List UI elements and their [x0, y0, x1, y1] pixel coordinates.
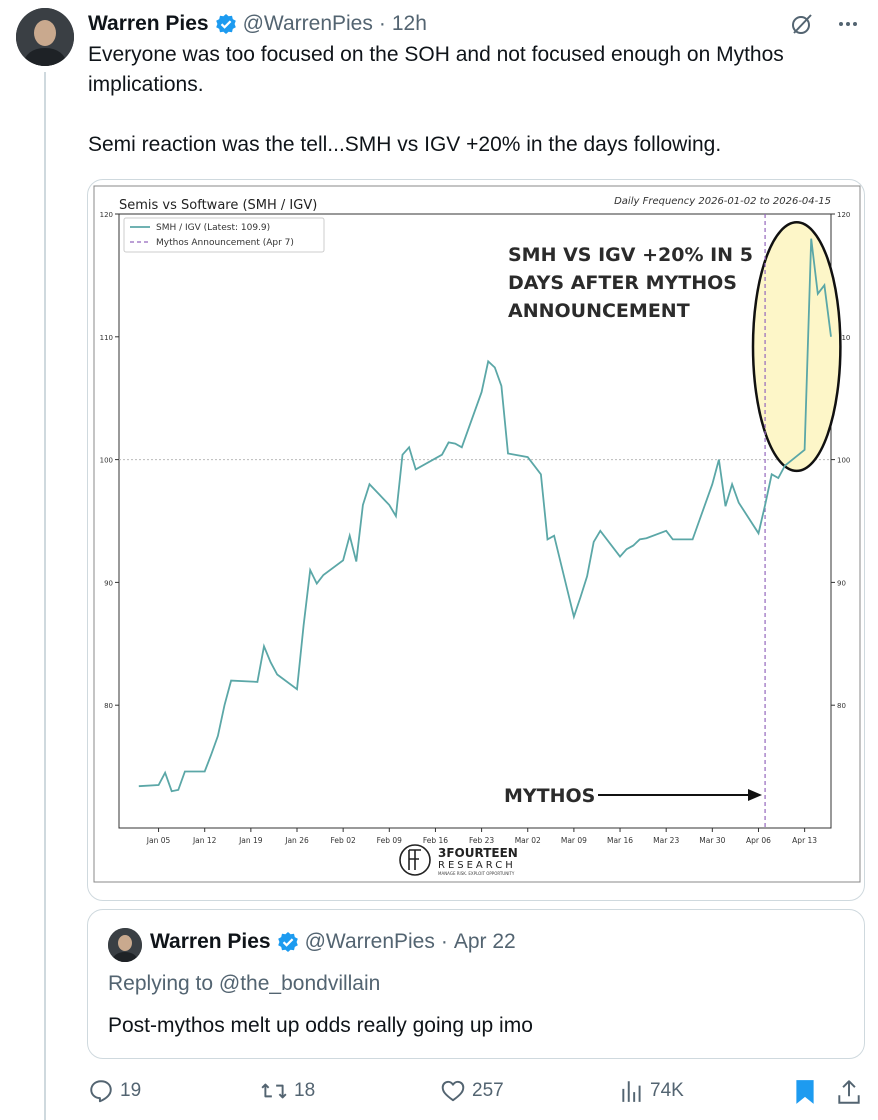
- share-icon: [838, 1080, 860, 1104]
- verified-badge-icon: [277, 931, 299, 953]
- x-tick-label: Feb 09: [377, 836, 402, 845]
- grok-icon[interactable]: [788, 10, 816, 38]
- avatar[interactable]: [16, 8, 74, 66]
- x-tick-label: Apr 13: [792, 836, 817, 845]
- quoted-time: Apr 22: [453, 930, 516, 953]
- chart: Semis vs Software (SMH / IGV) Daily Freq…: [93, 185, 861, 883]
- replying-to-prefix: Replying to: [108, 972, 214, 995]
- share-button[interactable]: [836, 1078, 862, 1106]
- action-bar: 19 18 257 74K: [88, 1078, 866, 1110]
- author-handle[interactable]: @WarrenPies: [242, 12, 373, 35]
- event-label: MYTHOS: [504, 785, 595, 807]
- media-image[interactable]: Semis vs Software (SMH / IGV) Daily Freq…: [87, 179, 865, 901]
- x-tick-label: Jan 12: [192, 836, 217, 845]
- replying-to-handle[interactable]: @the_bondvillain: [218, 972, 381, 995]
- reply-button[interactable]: 19: [88, 1078, 141, 1104]
- author-name[interactable]: Warren Pies: [88, 12, 209, 35]
- logo-sub: RESEARCH: [438, 860, 516, 871]
- x-tick-label: Jan 19: [238, 836, 263, 845]
- y-tick-label-right: 80: [837, 702, 846, 710]
- chart-title: Semis vs Software (SMH / IGV): [119, 198, 317, 213]
- separator-dot: ·: [440, 930, 448, 953]
- verified-badge-icon: [215, 13, 237, 35]
- highlight-ellipse: [751, 221, 842, 473]
- x-tick-label: Mar 02: [515, 836, 541, 845]
- plot-area: [118, 213, 832, 829]
- annotation-line: ANNOUNCEMENT: [508, 300, 690, 322]
- x-tick-label: Mar 16: [607, 836, 633, 845]
- repost-count: 18: [294, 1080, 316, 1101]
- x-tick-label: Mar 09: [561, 836, 587, 845]
- repost-button[interactable]: 18: [260, 1078, 315, 1104]
- thread-line: [44, 72, 46, 1120]
- bookmark-button[interactable]: [793, 1078, 817, 1106]
- more-icon[interactable]: [834, 10, 862, 38]
- quoted-author-name: Warren Pies: [150, 930, 271, 953]
- x-tick-label: Mar 23: [653, 836, 679, 845]
- y-tick-label-right: 100: [837, 457, 850, 465]
- annotation-text: SMH VS IGV +20% IN 5 DAYS AFTER MYTHOS A…: [508, 244, 753, 322]
- y-tick-label-left: 120: [100, 211, 113, 219]
- quoted-author-handle: @WarrenPies: [304, 930, 435, 953]
- y-tick-label-left: 90: [104, 579, 113, 587]
- separator-dot: ·: [378, 12, 386, 35]
- views-button[interactable]: 74K: [620, 1078, 684, 1104]
- logo-mark-glyph: [408, 849, 421, 870]
- like-button[interactable]: 257: [440, 1078, 504, 1104]
- chart-subtitle: Daily Frequency 2026-01-02 to 2026-04-15: [614, 196, 831, 207]
- x-tick-label: Feb 23: [469, 836, 494, 845]
- tweet-header: Warren Pies @WarrenPies · 12h: [88, 10, 427, 38]
- bookmark-icon: [796, 1080, 814, 1104]
- heart-icon: [441, 1080, 465, 1102]
- logo-name: 3FOURTEEN: [438, 846, 518, 860]
- legend-frame: [123, 217, 325, 253]
- legend-label-event: Mythos Announcement (Apr 7): [156, 238, 294, 248]
- y-tick-label-left: 100: [100, 457, 113, 465]
- y-tick-label-right: 90: [837, 579, 846, 587]
- repost-icon: [261, 1083, 287, 1099]
- y-tick-label-right: 120: [837, 211, 850, 219]
- x-tick-label: Feb 02: [331, 836, 356, 845]
- x-tick-label: Apr 06: [746, 836, 771, 845]
- y-tick-label-left: 80: [104, 702, 113, 710]
- reply-count: 19: [120, 1080, 142, 1101]
- event-arrow-head: [748, 789, 762, 801]
- y-tick-label-right: 110: [837, 334, 850, 342]
- views-icon: [622, 1081, 641, 1102]
- x-tick-label: Jan 26: [284, 836, 309, 845]
- chart-logo: 3FOURTEEN RESEARCH MANAGE RISK. EXPLOIT …: [399, 844, 518, 876]
- x-tick-label: Feb 16: [423, 836, 448, 845]
- tweet-text: Everyone was too focused on the SOH and …: [88, 40, 858, 160]
- annotation-line: DAYS AFTER MYTHOS: [508, 272, 737, 294]
- tweet-paragraph: Everyone was too focused on the SOH and …: [88, 43, 784, 96]
- legend-box: SMH / IGV (Latest: 109.9) Mythos Announc…: [123, 217, 325, 253]
- annotation-line: SMH VS IGV +20% IN 5: [508, 244, 753, 266]
- x-tick-label: Jan 05: [146, 836, 171, 845]
- legend-label-series: SMH / IGV (Latest: 109.9): [156, 223, 270, 233]
- quoted-tweet[interactable]: Warren Pies @WarrenPies · Apr 22 Replyin…: [87, 909, 865, 1059]
- tweet-time[interactable]: 12h: [391, 12, 427, 35]
- views-count: 74K: [650, 1080, 684, 1101]
- reply-icon: [90, 1080, 112, 1103]
- y-tick-label-left: 110: [100, 334, 113, 342]
- logo-tagline: MANAGE RISK. EXPLOIT OPPORTUNITY: [438, 871, 515, 876]
- quoted-header: Warren Pies @WarrenPies · Apr 22: [150, 930, 516, 954]
- replying-to: Replying to @the_bondvillain: [108, 972, 380, 996]
- series-line-smh-igv: [138, 238, 832, 793]
- like-count: 257: [472, 1080, 504, 1101]
- quoted-avatar: [108, 928, 142, 962]
- x-tick-label: Mar 30: [699, 836, 725, 845]
- quoted-text: Post-mythos melt up odds really going up…: [108, 1014, 533, 1037]
- tweet-paragraph: Semi reaction was the tell...SMH vs IGV …: [88, 133, 722, 156]
